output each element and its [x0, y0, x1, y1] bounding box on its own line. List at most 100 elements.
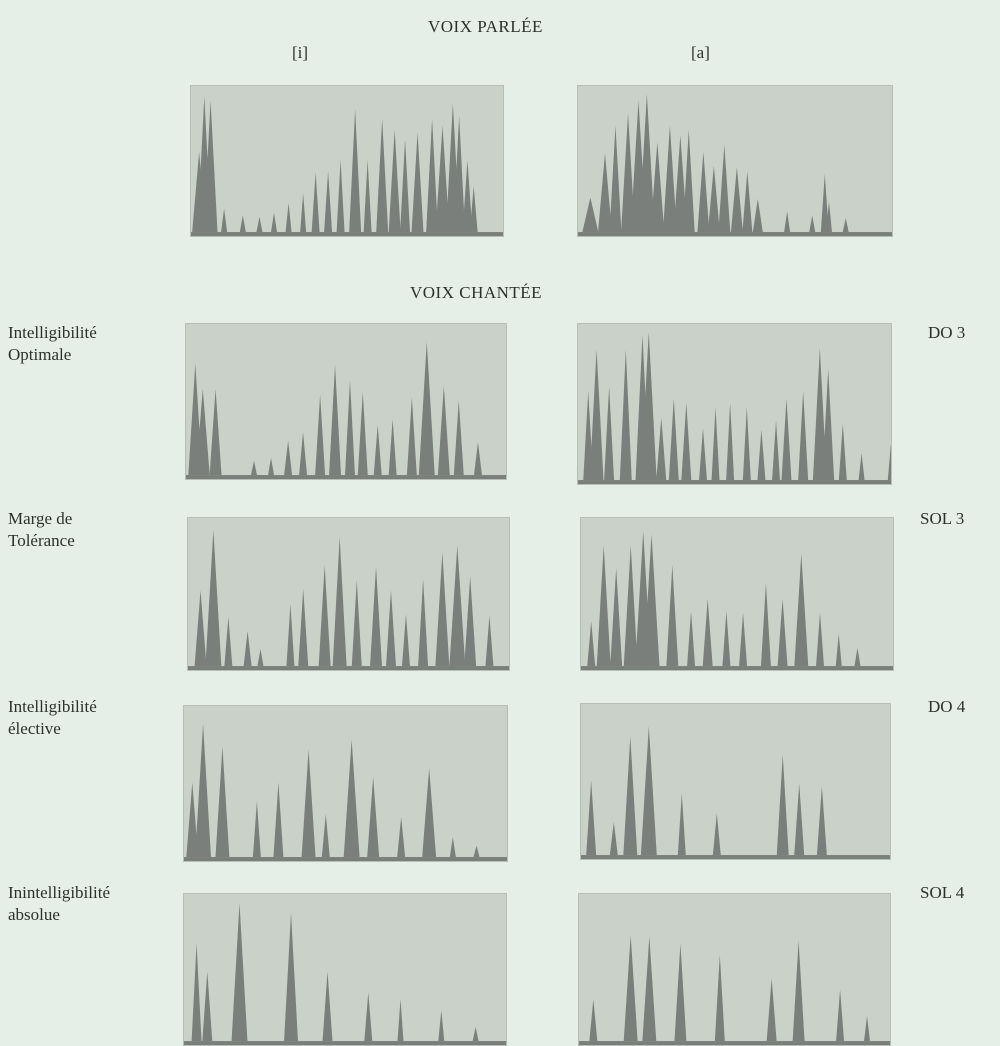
spectrum-spike: [231, 903, 248, 1042]
spectrum-spike: [609, 822, 618, 856]
spectrum-spike: [604, 386, 615, 481]
spectrogram-do3-i-plot: [186, 341, 506, 479]
spectrum-spike: [666, 565, 679, 667]
spectrum-spike: [776, 754, 789, 856]
spectrum-spike: [273, 782, 284, 858]
spectrogram-sol4-a: [578, 893, 891, 1046]
spectrum-spike: [809, 215, 816, 233]
spectrum-spike: [386, 590, 396, 667]
spectrum-spike: [464, 576, 477, 667]
spectrum-spike: [437, 386, 450, 476]
spectrogram-sol3-a-plot: [581, 531, 893, 670]
row-label-line1: Marge de: [8, 509, 73, 528]
spectrum-spike: [299, 432, 308, 476]
title-sung-voice: VOIX CHANTÉE: [410, 283, 543, 302]
spectrum-spike: [285, 203, 292, 233]
spectrum-spike: [474, 442, 482, 476]
spectrum-spike: [816, 612, 824, 667]
spectrum-spike: [820, 174, 829, 233]
spectrum-spike: [668, 398, 679, 481]
spectrum-spike: [752, 198, 763, 233]
spectrum-spike: [286, 604, 295, 667]
row-label-line1: Intelligibilité: [8, 697, 97, 716]
spectrum-spike: [681, 403, 692, 481]
spectrum-spike: [195, 723, 211, 858]
spectrum-spike: [321, 814, 330, 858]
spectrum-spike: [257, 649, 264, 667]
spectrum-spike: [186, 782, 199, 858]
spectrum-spike: [268, 457, 275, 476]
spectrum-spike: [435, 125, 450, 233]
spectrogram-do3-a-plot: [578, 331, 891, 484]
spectrum-spike: [623, 935, 638, 1042]
spectrum-spike: [711, 407, 720, 481]
spectrum-baseline: [578, 232, 892, 236]
spectrum-spike: [598, 153, 612, 233]
spectrum-spike: [682, 129, 695, 233]
note-sol3: SOL 3: [920, 509, 965, 528]
spectrum-spike: [435, 552, 450, 667]
spectrum-spike: [402, 614, 410, 667]
spectrum-spike: [472, 1027, 479, 1042]
spectrum-baseline: [581, 855, 890, 859]
spectrum-spike: [589, 999, 598, 1042]
spectrum-spike: [816, 786, 827, 856]
spectrum-spike: [702, 598, 713, 667]
spectrum-baseline: [184, 1041, 506, 1045]
spectrum-spike: [357, 392, 368, 476]
spectrum-spike: [239, 215, 246, 233]
spectrum-spike: [864, 1016, 871, 1042]
spectrum-spike: [311, 172, 320, 233]
spectrum-spike: [256, 216, 263, 233]
spectrum-spike: [656, 417, 667, 481]
spectrogram-do3-a: [577, 323, 892, 485]
spectrum-spike: [583, 391, 594, 481]
spectrum-spike: [397, 816, 406, 858]
spectrum-spike: [202, 971, 213, 1042]
spectrum-spike: [742, 407, 751, 481]
spectrum-spike: [453, 400, 464, 476]
spectrum-spike: [673, 135, 688, 233]
row-label-line2: élective: [8, 719, 61, 738]
spectrum-baseline: [581, 666, 893, 670]
spectrogram-do4-i: [183, 705, 508, 862]
vowel-label-a: [a]: [691, 43, 710, 62]
spectrum-spike: [794, 783, 805, 856]
spectrum-spike: [345, 380, 355, 476]
spectrum-spike: [707, 165, 720, 233]
spectrogram-spoken-a-plot: [578, 93, 892, 236]
spectrum-spike: [838, 423, 847, 481]
title-spoken-voice: VOIX PARLÉE: [428, 17, 543, 36]
row-label-tolerance: Marge de Tolérance: [8, 508, 75, 552]
spectrum-spike: [191, 943, 202, 1042]
spectrum-spike: [674, 943, 687, 1042]
spectrum-spike: [826, 201, 832, 233]
spectrum-spike: [714, 954, 725, 1042]
spectrogram-spoken-a: [577, 85, 893, 237]
spectrum-spike: [677, 793, 686, 856]
note-do4: DO 4: [928, 697, 966, 716]
spectrum-spike: [798, 391, 809, 481]
spectrum-spike: [643, 534, 660, 667]
spectrum-spike: [221, 208, 228, 233]
spectrum-spike: [376, 118, 389, 233]
spectrogram-sol4-a-plot: [579, 935, 890, 1045]
spectrum-spike: [784, 211, 791, 233]
spectrum-spike: [250, 460, 257, 476]
spectrum-spike: [209, 389, 222, 476]
spectrum-spike: [284, 440, 293, 476]
spectrum-baseline: [186, 475, 506, 479]
spectrum-spike: [301, 749, 316, 858]
row-label-line2: Optimale: [8, 345, 72, 364]
spectrum-baseline: [578, 480, 891, 484]
spectrum-spike: [781, 398, 792, 481]
spectrum-spike: [772, 420, 781, 481]
spectrum-spike: [271, 212, 277, 233]
spectrum-spike: [363, 160, 372, 233]
spectrum-spike: [742, 171, 753, 233]
spectrogram-sol3-i: [187, 517, 510, 671]
note-sol4: SOL 4: [920, 883, 965, 902]
spectrum-spike: [343, 739, 360, 858]
spectrum-spike: [757, 429, 766, 481]
spectrum-spike: [662, 125, 677, 233]
